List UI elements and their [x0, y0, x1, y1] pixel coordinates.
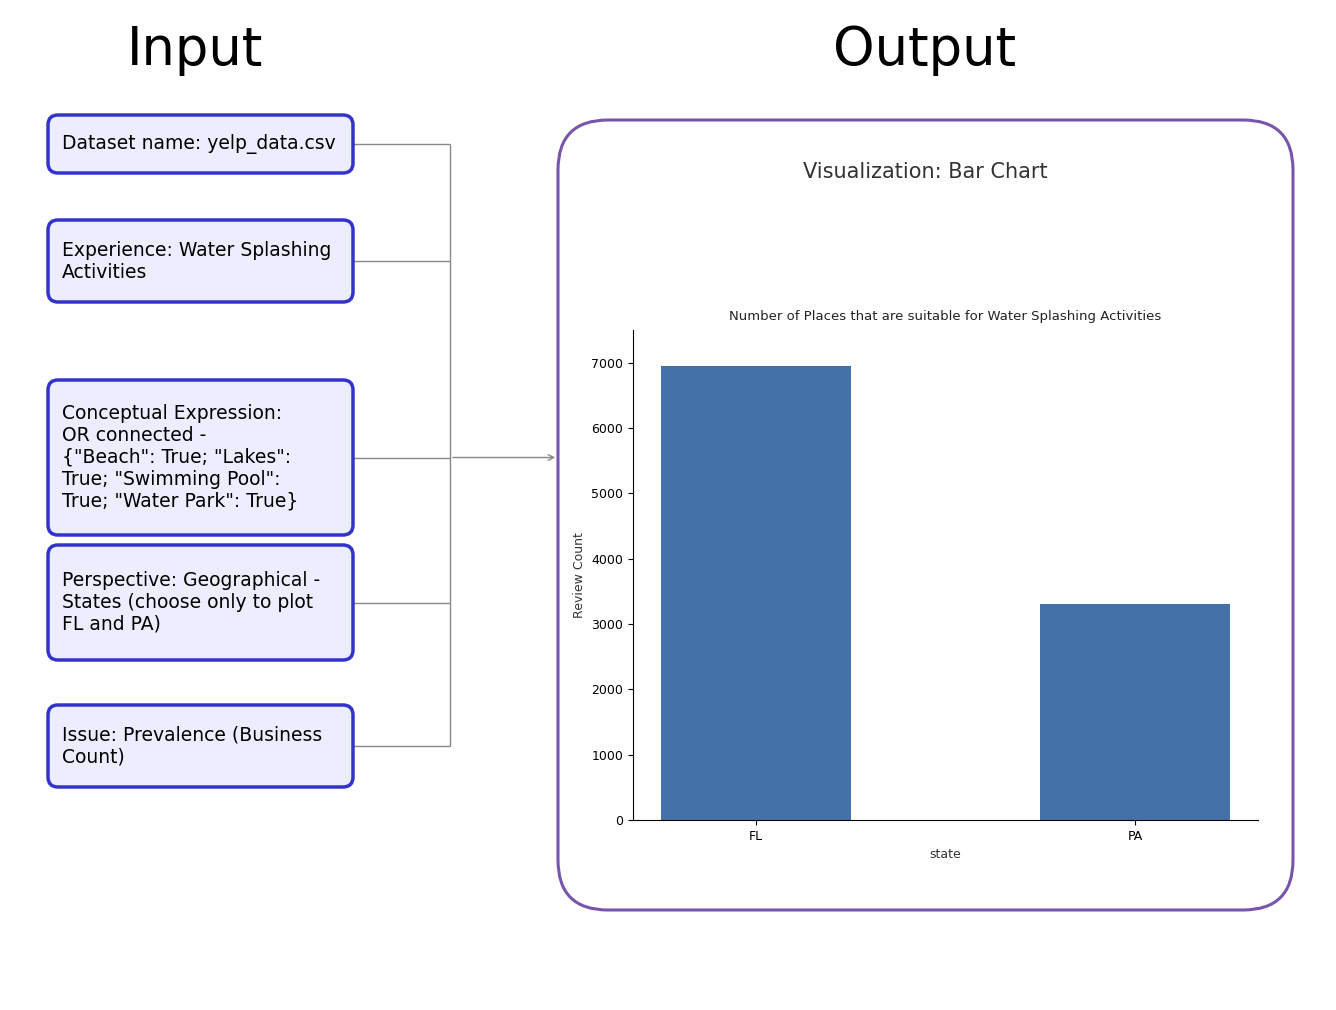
FancyBboxPatch shape	[48, 545, 353, 660]
FancyBboxPatch shape	[48, 705, 353, 787]
Text: Issue: Prevalence (Business
Count): Issue: Prevalence (Business Count)	[61, 725, 322, 767]
Text: Dataset name: yelp_data.csv: Dataset name: yelp_data.csv	[61, 134, 335, 154]
Title: Number of Places that are suitable for Water Splashing Activities: Number of Places that are suitable for W…	[729, 310, 1161, 323]
Text: Visualization: Bar Chart: Visualization: Bar Chart	[803, 162, 1047, 182]
Text: Conceptual Expression:
OR connected -
{"Beach": True; "Lakes":
True; "Swimming P: Conceptual Expression: OR connected - {"…	[61, 404, 298, 511]
Text: Perspective: Geographical -
States (choose only to plot
FL and PA): Perspective: Geographical - States (choo…	[61, 571, 321, 634]
FancyBboxPatch shape	[48, 220, 353, 302]
Text: Experience: Water Splashing
Activities: Experience: Water Splashing Activities	[61, 240, 331, 282]
Y-axis label: Review Count: Review Count	[573, 532, 585, 618]
FancyBboxPatch shape	[48, 115, 353, 173]
Bar	[1041, 604, 1229, 820]
Bar	[661, 366, 851, 820]
X-axis label: state: state	[930, 848, 962, 862]
FancyBboxPatch shape	[48, 380, 353, 535]
FancyBboxPatch shape	[558, 120, 1293, 910]
Text: Output: Output	[834, 24, 1017, 76]
Text: Input: Input	[127, 24, 263, 76]
